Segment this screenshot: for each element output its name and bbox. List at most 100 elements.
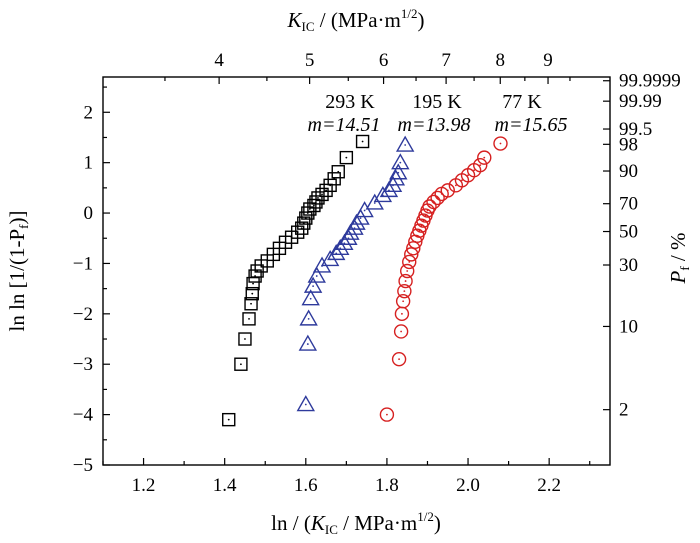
data-point-center-dot [461, 179, 463, 182]
x-bottom-tick-label: 1.4 [213, 475, 237, 496]
data-point-center-dot [251, 292, 254, 295]
y-right-axis-label: Pf / % [666, 233, 692, 285]
data-point-triangle [345, 218, 364, 235]
data-point-square [238, 332, 252, 346]
y-right-tick-label: 99.5 [619, 119, 652, 140]
data-point-circle [406, 241, 421, 256]
data-point-triangle [379, 180, 399, 198]
data-point-square [242, 312, 256, 326]
y-left-tick-label: −1 [73, 253, 93, 274]
data-point-square [307, 198, 321, 213]
data-point-triangle [327, 243, 346, 261]
data-point-center-dot [406, 270, 409, 272]
data-point-center-dot [244, 338, 246, 340]
data-point-center-dot [250, 302, 252, 305]
series-label-77k: 77 K [502, 91, 542, 113]
data-point-square [222, 412, 236, 427]
data-point-triangle [298, 334, 318, 351]
data-point-circle [440, 183, 455, 198]
data-point-triangle [299, 309, 318, 326]
data-point-center-dot [296, 231, 299, 234]
y-left-tick-label: −5 [73, 455, 93, 476]
data-point-triangle [389, 163, 408, 180]
data-point-triangle [301, 289, 320, 306]
series-1-points [296, 135, 415, 412]
y-left-tick-label: 1 [84, 153, 94, 174]
y-left-tick-label: −4 [73, 405, 94, 426]
y-right-tick-label: 70 [619, 194, 638, 215]
data-point-triangle [391, 153, 410, 170]
data-point-center-dot [483, 156, 486, 159]
data-point-center-dot [312, 285, 315, 288]
data-point-center-dot [473, 169, 476, 172]
data-point-center-dot [345, 156, 348, 159]
y-left-tick-label: −2 [73, 304, 93, 325]
data-point-center-dot [315, 275, 318, 277]
data-point-circle [397, 283, 412, 299]
data-point-center-dot [359, 217, 362, 219]
data-point-center-dot [321, 193, 323, 196]
data-point-center-dot [404, 144, 407, 146]
y-right-tick-label: 50 [619, 222, 638, 243]
data-point-triangle [347, 213, 366, 230]
y-right-tick-label: 90 [619, 161, 638, 182]
x-bottom-tick-label: 1.8 [375, 475, 399, 496]
x-bottom-tick-label: 2.2 [537, 475, 561, 496]
y-right-tick-label: 99.9999 [619, 71, 681, 92]
data-point-circle [477, 150, 492, 165]
y-right-tick-label: 10 [619, 316, 638, 337]
data-point-triangle [320, 249, 340, 267]
data-point-center-dot [408, 261, 411, 263]
data-point-triangle [335, 233, 354, 250]
data-point-triangle [395, 135, 415, 152]
data-point-triangle [307, 266, 326, 283]
data-point-circle [393, 324, 409, 339]
x-top-tick-label: 5 [305, 50, 315, 71]
x-bottom-tick-label: 1.2 [132, 475, 156, 496]
data-point-circle [404, 247, 419, 262]
x-top-axis-label: KIC / (MPa·m1/2) [287, 6, 425, 34]
data-points [222, 134, 508, 427]
data-point-square [355, 134, 370, 149]
data-point-center-dot [402, 300, 405, 303]
data-point-triangle [296, 395, 316, 412]
data-point-center-dot [309, 297, 312, 300]
data-point-square [244, 297, 258, 311]
data-point-square [327, 172, 341, 186]
data-point-center-dot [479, 164, 482, 167]
data-point-center-dot [400, 330, 403, 333]
data-point-center-dot [240, 363, 242, 366]
x-bottom-tick-label: 1.6 [294, 475, 318, 496]
series-0-points [222, 134, 370, 427]
data-point-center-dot [315, 201, 317, 203]
data-point-square [319, 183, 333, 198]
x-top-tick-label: 9 [543, 50, 553, 71]
x-bottom-axis-label: ln / (KIC / MPa·m1/2) [271, 509, 441, 537]
tick-marks [102, 77, 610, 466]
data-point-triangle [373, 186, 393, 203]
data-point-center-dot [399, 161, 402, 164]
y-left-tick-label: 2 [84, 102, 94, 123]
data-point-center-dot [306, 343, 309, 345]
data-point-square [297, 216, 311, 230]
data-point-center-dot [397, 171, 400, 174]
data-point-circle [402, 254, 417, 270]
series-m-195k: m=13.98 [398, 114, 471, 136]
data-point-square [234, 357, 248, 371]
data-point-center-dot [446, 189, 449, 192]
plot-frame [102, 76, 611, 466]
y-right-tick-label: 98 [619, 134, 638, 155]
x-top-tick-label: 4 [214, 50, 224, 71]
data-point-circle [391, 351, 407, 367]
data-point-triangle [331, 238, 350, 256]
data-point-square [245, 286, 259, 301]
data-point-square [299, 211, 313, 225]
y-left-tick-label: −3 [73, 354, 93, 375]
data-point-center-dot [403, 290, 406, 293]
data-point-center-dot [317, 197, 319, 199]
data-point-square [250, 264, 264, 278]
series-2-points [379, 136, 508, 422]
data-point-circle [426, 194, 441, 210]
y-right-tick-label: 2 [619, 400, 629, 421]
